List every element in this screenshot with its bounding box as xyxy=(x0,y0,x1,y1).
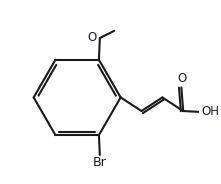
Text: Br: Br xyxy=(93,156,107,169)
Text: O: O xyxy=(88,31,97,44)
Text: OH: OH xyxy=(201,105,219,118)
Text: O: O xyxy=(178,72,187,85)
